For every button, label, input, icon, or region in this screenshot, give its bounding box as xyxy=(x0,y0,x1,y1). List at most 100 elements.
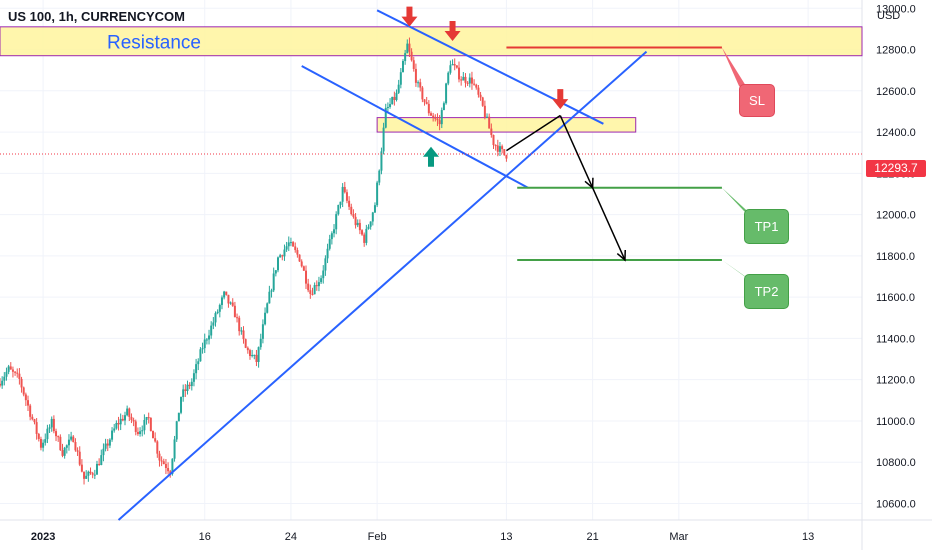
candle-body xyxy=(188,384,191,387)
candle-body xyxy=(87,471,90,476)
candle-body xyxy=(171,458,174,474)
candle-body xyxy=(421,87,424,100)
x-tick-label: 21 xyxy=(587,531,599,543)
candle-body xyxy=(380,151,383,171)
projected-path-arrowhead xyxy=(616,249,626,262)
candle-body xyxy=(70,436,73,440)
candle-body xyxy=(76,450,79,452)
candle-body xyxy=(261,324,264,339)
candle-body xyxy=(272,273,275,291)
candle-body xyxy=(361,230,364,235)
candle-body xyxy=(229,302,232,304)
candle-body xyxy=(466,82,469,84)
channel-lower-line xyxy=(301,65,529,189)
stop-loss-callout: SL xyxy=(739,84,775,117)
candle-body xyxy=(223,291,226,298)
y-tick-label: 11200.0 xyxy=(876,375,915,387)
candle-body xyxy=(505,155,508,159)
candle-body xyxy=(225,291,228,295)
candle-body xyxy=(236,317,239,319)
candle-body xyxy=(445,83,448,104)
candle-body xyxy=(458,67,461,80)
ascending-trendline xyxy=(117,50,648,521)
candle-body xyxy=(169,471,172,474)
candle-body xyxy=(488,116,491,129)
candle-body xyxy=(462,76,465,81)
candle-body xyxy=(259,338,262,348)
candle-body xyxy=(369,221,372,227)
x-tick-label: Feb xyxy=(368,531,387,543)
candle-body xyxy=(468,77,471,84)
candle-body xyxy=(199,349,202,362)
candle-body xyxy=(337,204,340,215)
candle-body xyxy=(205,339,208,341)
candle-body xyxy=(212,322,215,326)
candle-body xyxy=(294,246,297,251)
y-tick-label: 13000.0 xyxy=(876,3,916,15)
y-tick-label: 10600.0 xyxy=(876,498,916,510)
candle-body xyxy=(201,348,204,350)
y-tick-label: 11600.0 xyxy=(876,292,915,304)
sell-marker-arrow xyxy=(401,6,418,27)
candle-body xyxy=(481,97,484,106)
candle-body xyxy=(44,439,47,443)
candle-body xyxy=(503,149,506,156)
candle-body xyxy=(423,99,426,103)
candle-body xyxy=(126,408,129,416)
candle-body xyxy=(300,261,303,267)
candle-body xyxy=(16,372,19,374)
candle-body xyxy=(311,293,314,295)
candle-body xyxy=(123,415,126,421)
candle-body xyxy=(85,475,88,479)
candle-body xyxy=(139,431,142,435)
candle-body xyxy=(113,428,116,431)
candle-body xyxy=(227,294,230,304)
y-tick-label: 12000.0 xyxy=(876,210,916,222)
candle-body xyxy=(455,65,458,68)
candle-body xyxy=(276,257,279,271)
candle-body xyxy=(50,418,53,428)
candle-body xyxy=(160,460,163,462)
buy-marker-arrow xyxy=(423,146,439,167)
candle-body xyxy=(152,431,155,439)
candle-body xyxy=(192,373,195,382)
candle-body xyxy=(1,380,4,386)
candle-body xyxy=(371,212,374,222)
candle-body xyxy=(401,61,404,73)
candle-body xyxy=(134,421,137,432)
candle-body xyxy=(3,376,6,381)
candle-body xyxy=(333,229,336,234)
candle-body xyxy=(352,214,355,217)
candle-body xyxy=(195,364,198,374)
candle-body xyxy=(117,422,120,425)
candle-body xyxy=(289,242,292,244)
candle-body xyxy=(350,206,353,215)
candle-body xyxy=(365,228,368,243)
candle-body xyxy=(106,443,109,446)
candle-body xyxy=(93,474,96,476)
candle-body xyxy=(395,92,398,101)
candle-body xyxy=(218,304,221,312)
candle-body xyxy=(307,283,310,291)
candle-body xyxy=(386,106,389,109)
candle-body xyxy=(121,418,124,421)
candle-body xyxy=(255,354,258,362)
candle-body xyxy=(270,290,273,292)
candle-body xyxy=(501,146,504,150)
y-tick-label: 11400.0 xyxy=(876,333,915,345)
candle-body xyxy=(412,60,415,69)
candle-body xyxy=(175,421,178,440)
candle-body xyxy=(486,116,489,118)
candle-body xyxy=(98,463,101,466)
candle-body xyxy=(490,128,493,135)
candle-body xyxy=(376,182,379,206)
candle-body xyxy=(326,248,329,259)
candle-body xyxy=(240,330,243,332)
channel-upper-line xyxy=(376,9,604,125)
candle-body xyxy=(100,455,103,466)
projected-path-segment xyxy=(559,115,594,189)
candle-body xyxy=(177,412,180,422)
candle-body xyxy=(22,387,25,395)
candle-body xyxy=(149,417,152,432)
